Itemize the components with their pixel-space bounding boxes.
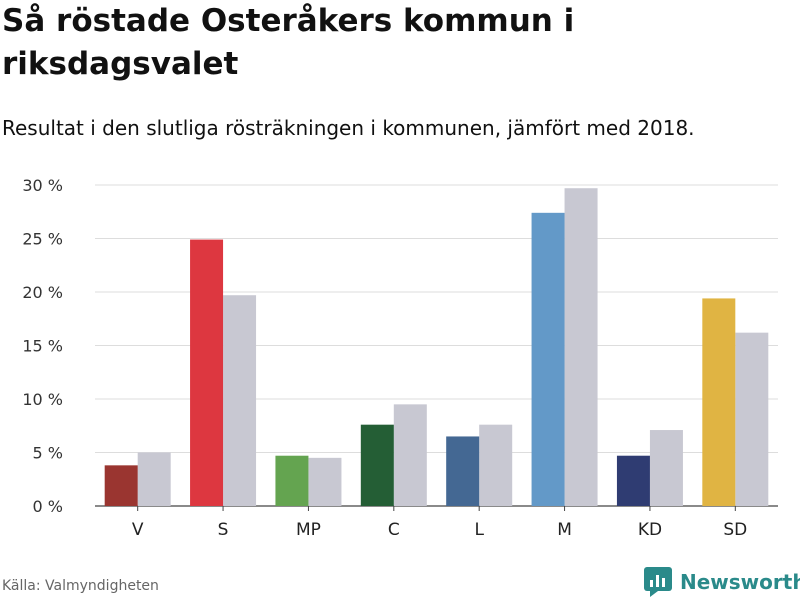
y-tick-label: 30 % — [22, 176, 63, 195]
y-tick-label: 0 % — [33, 497, 63, 516]
brand-name: Newsworthy — [680, 570, 800, 594]
bar-2022-v — [104, 465, 138, 506]
bar-2018-c — [393, 404, 427, 506]
y-tick-label: 10 % — [22, 390, 63, 409]
x-tick-label: V — [132, 520, 144, 540]
x-tick-label: KD — [638, 520, 662, 540]
bar-2018-v — [137, 452, 171, 506]
x-tick-label: MP — [296, 520, 321, 540]
bar-2022-kd — [616, 455, 650, 506]
bar-2022-c — [360, 424, 394, 506]
newsworthy-logo-icon — [644, 567, 672, 597]
brand-logo: Newsworthy — [644, 566, 800, 598]
bar-2018-s — [223, 295, 257, 506]
bar-2022-m — [531, 212, 565, 506]
y-tick-label: 20 % — [22, 283, 63, 302]
y-tick-label: 25 % — [22, 230, 63, 249]
bar-2022-sd — [702, 298, 736, 506]
bar-2018-l — [479, 424, 513, 506]
x-tick-label: C — [388, 520, 400, 540]
chart-title: Så röstade Osteråkers kommun i riksdagsv… — [2, 3, 575, 82]
x-tick-label: L — [474, 520, 484, 540]
bar-2018-kd — [649, 430, 683, 506]
y-tick-label: 5 % — [33, 444, 63, 463]
chart-subtitle: Resultat i den slutliga rösträkningen i … — [2, 116, 695, 140]
x-tick-label: S — [218, 520, 229, 540]
bar-2022-l — [446, 436, 480, 506]
bar-2018-m — [564, 188, 598, 506]
bar-2018-sd — [735, 332, 769, 506]
y-tick-label: 15 % — [22, 337, 63, 356]
source-note: Källa: Valmyndigheten — [2, 578, 159, 594]
x-tick-label: SD — [723, 520, 747, 540]
x-tick-label: M — [557, 520, 572, 540]
bar-2022-mp — [275, 455, 309, 506]
bar-2018-mp — [308, 457, 342, 506]
bar-2022-s — [190, 239, 224, 506]
